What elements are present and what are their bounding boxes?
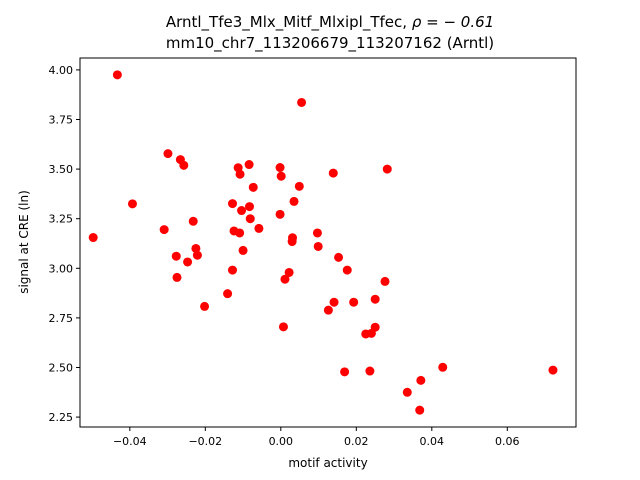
data-point — [244, 160, 254, 170]
x-axis-ticks: −0.04 −0.02 0.00 0.02 0.04 0.06 — [113, 427, 520, 448]
chart-title-line2: mm10_chr7_113206679_113207162 (Arntl) — [166, 34, 494, 53]
chart-title-main: Arntl_Tfe3_Mlx_Mitf_Mlxipl_Tfec, — [166, 13, 412, 32]
data-point — [297, 97, 307, 107]
data-point — [312, 228, 322, 238]
y-tick-label: 2.75 — [49, 312, 74, 325]
data-point — [402, 387, 412, 397]
y-axis-ticks: 2.25 2.50 2.75 3.00 3.25 3.50 3.75 4.00 — [49, 64, 80, 424]
x-tick-label: 0.02 — [344, 435, 369, 448]
data-point — [179, 160, 189, 170]
data-point — [172, 272, 182, 282]
data-point — [183, 257, 193, 267]
plot-frame — [79, 57, 577, 428]
data-point — [112, 70, 122, 80]
data-point — [438, 362, 448, 372]
data-point — [163, 149, 173, 159]
data-point — [244, 202, 254, 212]
data-point — [416, 375, 426, 385]
data-point — [288, 233, 298, 243]
data-point — [382, 164, 392, 174]
data-point — [284, 267, 294, 277]
y-tick-label: 3.25 — [49, 213, 74, 226]
y-tick-label: 4.00 — [49, 64, 74, 77]
data-point — [188, 216, 198, 226]
data-point — [294, 181, 304, 191]
data-point — [328, 168, 338, 178]
data-point — [159, 225, 169, 235]
data-point — [276, 171, 286, 181]
y-tick-label: 2.25 — [49, 411, 74, 424]
data-point — [370, 322, 380, 332]
data-point — [248, 182, 258, 192]
data-point — [340, 367, 350, 377]
x-tick-label: −0.02 — [188, 435, 222, 448]
data-point — [237, 206, 247, 216]
x-tick-label: 0.00 — [269, 435, 294, 448]
data-point — [275, 163, 285, 173]
data-point — [275, 209, 285, 219]
data-point — [235, 228, 245, 238]
data-point — [365, 366, 375, 376]
data-point — [349, 297, 359, 307]
data-point — [342, 265, 352, 275]
data-point — [127, 199, 137, 209]
y-tick-label: 3.50 — [49, 163, 74, 176]
y-tick-label: 2.50 — [49, 361, 74, 374]
data-point — [415, 405, 425, 415]
x-tick-label: 0.04 — [420, 435, 445, 448]
data-point — [380, 276, 390, 286]
data-point — [370, 294, 380, 304]
data-point — [280, 274, 290, 284]
data-point — [192, 250, 202, 260]
x-tick-label: 0.06 — [495, 435, 520, 448]
x-tick-label: −0.04 — [113, 435, 147, 448]
y-tick-label: 3.75 — [49, 114, 74, 127]
data-point — [278, 322, 288, 332]
data-point — [289, 196, 299, 206]
chart-title-line1: Arntl_Tfe3_Mlx_Mitf_Mlxipl_Tfec, ρ = − 0… — [166, 13, 494, 32]
y-tick-label: 3.00 — [49, 262, 74, 275]
data-points — [88, 70, 558, 415]
data-point — [223, 289, 233, 299]
data-point — [235, 169, 245, 179]
data-point — [254, 223, 264, 233]
data-point — [313, 241, 323, 251]
data-point — [191, 243, 201, 253]
data-point — [548, 365, 558, 375]
data-point — [171, 251, 181, 261]
data-point — [329, 297, 339, 307]
data-point — [200, 301, 210, 311]
chart-title-rho: ρ = − 0.61 — [412, 13, 494, 31]
data-point — [334, 252, 344, 262]
x-axis-label: motif activity — [288, 456, 367, 470]
data-point — [227, 199, 237, 209]
data-point — [323, 305, 333, 315]
data-point — [227, 265, 237, 275]
data-point — [88, 233, 98, 243]
y-axis-label: signal at CRE (ln) — [17, 190, 31, 294]
data-point — [245, 214, 255, 224]
data-point — [238, 245, 248, 255]
